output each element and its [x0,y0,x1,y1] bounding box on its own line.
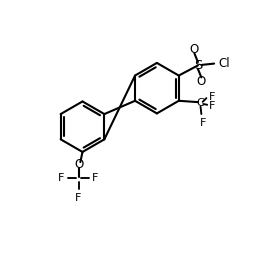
Text: O: O [74,158,83,171]
Text: F: F [75,193,82,203]
Text: F: F [58,173,64,183]
Text: S: S [194,59,202,72]
Text: O: O [197,75,206,88]
Text: Cl: Cl [218,57,230,70]
Text: C: C [197,98,204,108]
Text: F: F [92,173,99,183]
Text: F: F [199,118,206,128]
Text: F: F [209,101,215,111]
Text: O: O [190,43,199,56]
Text: F: F [209,92,215,102]
